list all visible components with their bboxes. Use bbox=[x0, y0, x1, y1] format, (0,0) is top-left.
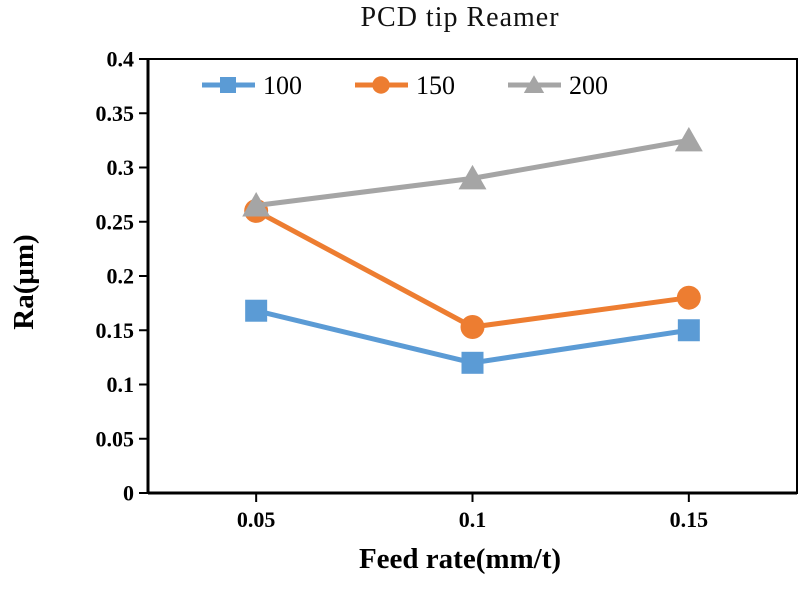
y-tick-label: 0.3 bbox=[107, 155, 135, 180]
marker-triangle-200 bbox=[242, 192, 271, 217]
legend-label-200: 200 bbox=[569, 71, 608, 100]
legend-marker-circle-150 bbox=[372, 76, 390, 94]
y-tick-label: 0.1 bbox=[107, 372, 135, 397]
series-line-150 bbox=[254, 208, 690, 330]
marker-circle-150 bbox=[460, 315, 485, 339]
y-tick-label: 0.05 bbox=[96, 426, 135, 451]
y-tick-label: 0.4 bbox=[107, 47, 135, 72]
plot-border bbox=[147, 58, 798, 494]
y-tick-label: 0.15 bbox=[96, 318, 135, 343]
legend-marker-triangle-200 bbox=[523, 75, 545, 93]
marker-square-100 bbox=[677, 319, 700, 342]
marker-triangle-200 bbox=[458, 164, 487, 190]
legend-label-100: 100 bbox=[263, 71, 302, 100]
legend-label-150: 150 bbox=[416, 71, 455, 100]
marker-triangle-200 bbox=[674, 126, 703, 152]
x-tick-label: 0.1 bbox=[459, 507, 487, 532]
legend-marker-square-100 bbox=[220, 77, 236, 93]
chart-title: PCD tip Reamer bbox=[360, 2, 560, 33]
y-tick-label: 0.25 bbox=[96, 209, 135, 234]
y-tick-label: 0 bbox=[123, 481, 134, 506]
x-tick-label: 0.05 bbox=[237, 507, 276, 532]
marker-circle-150 bbox=[676, 285, 701, 310]
x-tick-label: 0.15 bbox=[670, 507, 709, 532]
y-tick-label: 0.2 bbox=[107, 264, 135, 289]
y-tick-label: 0.35 bbox=[96, 101, 135, 126]
x-axis-title: Feed rate(mm/t) bbox=[358, 543, 562, 575]
marker-square-100 bbox=[245, 299, 268, 322]
marker-square-100 bbox=[461, 351, 484, 374]
